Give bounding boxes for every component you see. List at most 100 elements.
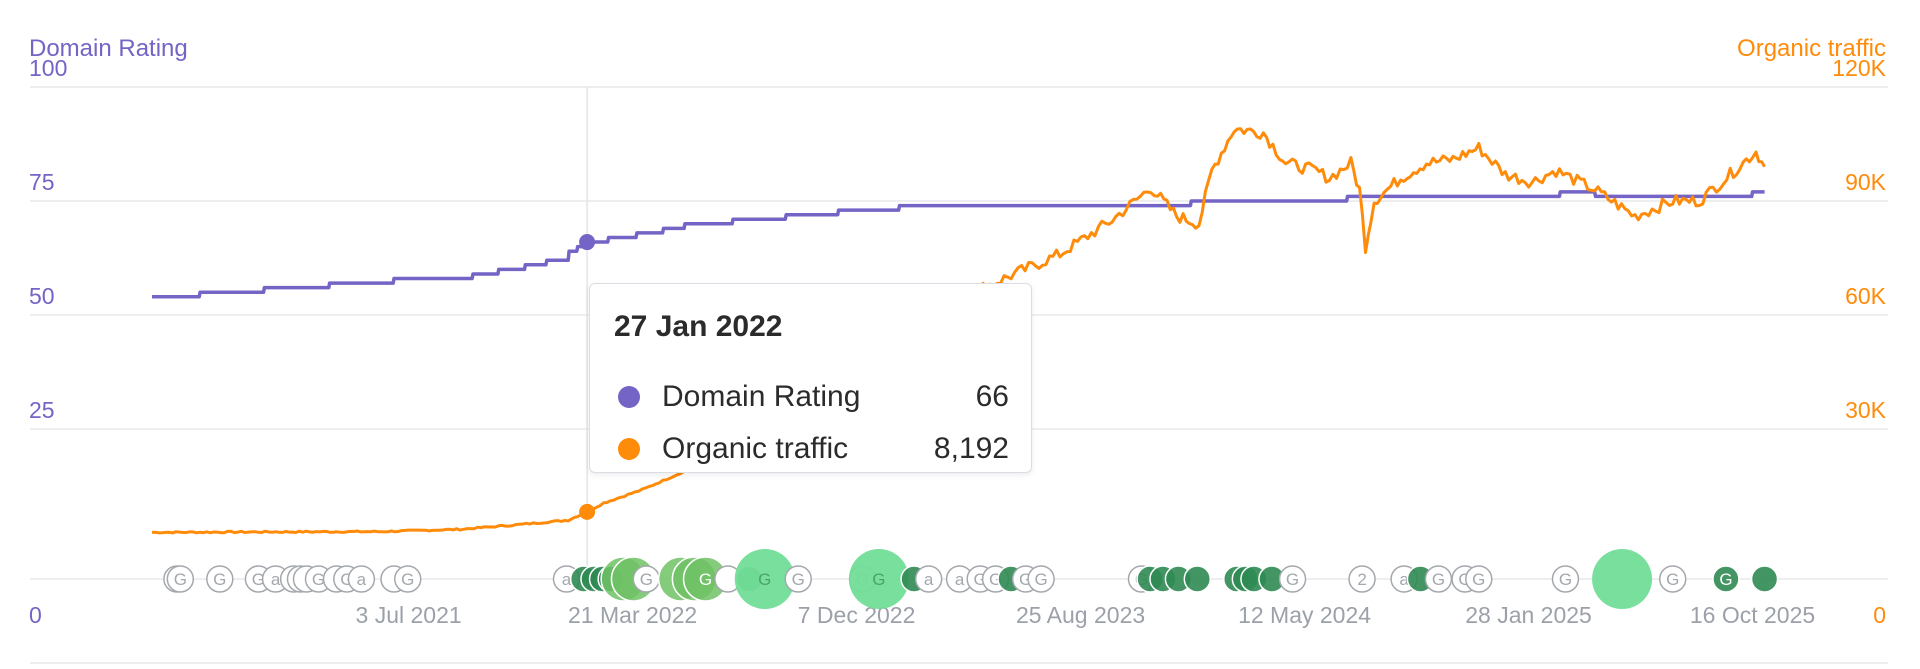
marker-symbol: a [1399,570,1409,589]
tooltip-value: 66 [975,380,1009,413]
hover-tooltip: 27 Jan 2022 Domain Rating 66 Organic tra… [589,283,1032,473]
event-marker: G [206,565,234,593]
marker-symbol: 2 [1357,570,1366,589]
event-marker: G [1278,565,1307,593]
left-tick-label: 75 [29,169,55,195]
right-axis-ticks: 0 30K 60K 90K 120K [1832,55,1886,628]
right-tick-label: 0 [1873,602,1886,628]
event-marker [1750,565,1779,593]
marker-symbol: a [271,570,281,589]
marker-symbol: a [562,570,572,589]
left-tick-label: 25 [29,397,55,423]
marker-circle [1658,565,1687,593]
marker-circle [1712,565,1740,593]
event-marker: a [914,565,943,593]
marker-circle [1551,565,1580,593]
event-marker: G [1027,565,1055,593]
left-tick-label: 50 [29,283,55,309]
right-tick-label: 90K [1845,169,1887,195]
left-axis-ticks: 0 25 50 75 100 [29,55,67,628]
marker-symbol: a [357,570,367,589]
marker-circle [1465,565,1493,593]
marker-circle [784,565,812,593]
right-tick-label: 120K [1832,55,1886,81]
event-marker: G [848,549,909,609]
marker-circle [1750,565,1779,593]
marker-symbol: G [1559,570,1572,589]
marker-symbol: G [1719,570,1732,589]
marker-circle [166,565,195,593]
marker-symbol: a [924,570,934,589]
domain-rating-hover-point [579,234,596,251]
event-marker [1183,565,1212,593]
marker-symbol: G [1472,570,1485,589]
tooltip-row-domain-rating: Domain Rating 66 [614,376,1009,416]
right-tick-label: 30K [1845,397,1887,423]
event-marker: G [393,565,422,593]
marker-circle [1348,565,1376,593]
marker-symbol: G [1034,570,1047,589]
event-marker: G [734,549,795,609]
x-tick-label: 12 May 2024 [1238,602,1371,628]
marker-symbol: G [1286,570,1299,589]
x-axis-ticks: 3 Jul 2021 21 Mar 2022 7 Dec 2022 25 Aug 20… [356,602,1816,628]
marker-symbol: G [312,570,325,589]
event-marker: a [347,565,376,593]
x-tick-label: 25 Aug 2023 [1016,602,1145,628]
event-marker: 2 [1348,565,1376,593]
event-marker: G [682,556,729,602]
marker-symbol: G [174,570,187,589]
marker-symbol: G [252,570,265,589]
tooltip-label: Organic traffic [662,432,849,465]
domain-rating-legend-dot [618,386,640,408]
x-tick-label: 28 Jan 2025 [1465,602,1592,628]
right-tick-label: 60K [1845,283,1887,309]
x-tick-label: 3 Jul 2021 [356,602,462,628]
event-markers: GGGGaGGaGaGGGGGGaaGGGGGG2aGGGGGG [163,549,1779,609]
hover-points [579,234,596,520]
tooltip-value: 8,192 [933,432,1009,465]
event-marker: G [1551,565,1580,593]
marker-symbol: G [213,570,226,589]
marker-circle [848,549,909,609]
marker-circle [1278,565,1307,593]
organic-traffic-legend-dot [618,438,640,460]
marker-symbol: a [955,570,965,589]
marker-circle [1592,549,1653,609]
event-marker: G [1424,565,1453,593]
marker-symbol: G [699,570,712,589]
marker-circle [914,565,943,593]
left-tick-label: 0 [29,602,42,628]
organic-traffic-hover-point [579,503,596,520]
x-tick-label: 16 Oct 2025 [1690,602,1815,628]
marker-circle [1027,565,1055,593]
marker-circle [1183,565,1212,593]
event-marker: G [784,565,812,593]
event-marker: G [632,565,661,593]
x-tick-label: 21 Mar 2022 [568,602,697,628]
marker-circle [734,549,795,609]
marker-symbol: G [640,570,653,589]
tooltip-label: Domain Rating [662,380,861,413]
marker-symbol: G [1666,570,1679,589]
marker-symbol: G [758,570,771,589]
marker-symbol: G [1432,570,1445,589]
marker-symbol: G [872,570,885,589]
domain-rating-line [152,190,1765,299]
marker-circle [347,565,376,593]
left-axis-title: Domain Rating [29,35,188,62]
marker-symbol: G [401,570,414,589]
event-marker: G [1712,565,1740,593]
marker-circle [206,565,234,593]
marker-symbol: G [792,570,805,589]
tooltip-date: 27 Jan 2022 [614,310,783,343]
event-marker: G [166,565,195,593]
tooltip-row-organic-traffic: Organic traffic 8,192 [614,428,1009,468]
event-marker: G [1465,565,1493,593]
x-tick-label: 7 Dec 2022 [798,602,916,628]
marker-circle [393,565,422,593]
left-tick-label: 100 [29,55,67,81]
event-marker [1592,549,1653,609]
event-marker: G [1658,565,1687,593]
